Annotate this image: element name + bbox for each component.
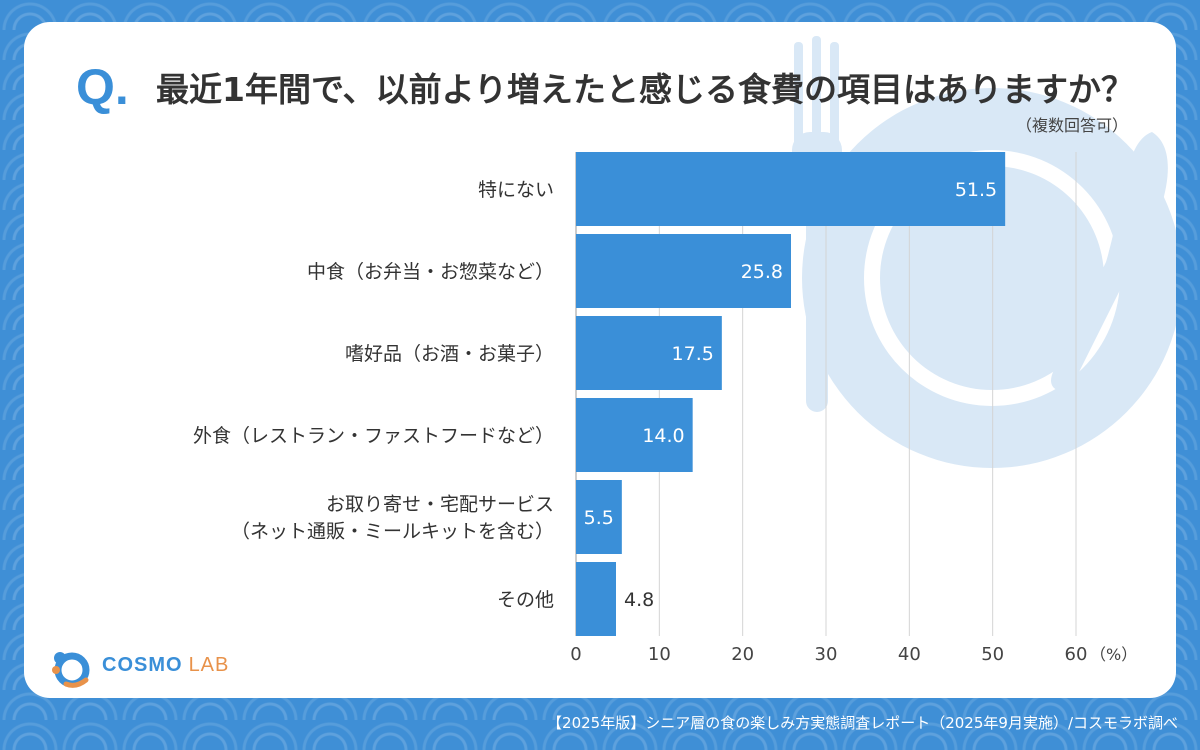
category-label: 中食（お弁当・お惣菜など） xyxy=(307,261,554,283)
x-tick-label: 10 xyxy=(648,644,671,665)
category-label: 嗜好品（お酒・お菓子） xyxy=(345,343,554,365)
category-label: （ネット通販・ミールキットを含む） xyxy=(231,521,554,543)
logo-sub: LAB xyxy=(188,654,230,676)
x-tick-label: 60 xyxy=(1065,644,1088,665)
data-label: 51.5 xyxy=(955,179,997,201)
multiple-answer-note: （複数回答可） xyxy=(1015,116,1128,135)
logo-name: COSMO xyxy=(102,654,183,676)
data-label: 14.0 xyxy=(642,425,684,447)
bar xyxy=(576,234,791,308)
source-footer: 【2025年版】シニア層の食の楽しみ方実態調査レポート（2025年9月実施）/コ… xyxy=(547,714,1178,732)
bar xyxy=(576,480,622,554)
question-mark-label: Q. xyxy=(76,59,129,115)
logo-icon xyxy=(52,652,90,688)
data-label: 25.8 xyxy=(741,261,783,283)
bar xyxy=(576,562,616,636)
x-tick-label: 40 xyxy=(898,644,921,665)
cosmo-lab-logo: COSMO LAB xyxy=(46,644,246,688)
x-tick-label: 20 xyxy=(731,644,754,665)
data-label: 5.5 xyxy=(584,507,614,529)
category-label: 特にない xyxy=(478,179,554,201)
horizontal-bar-chart: 0 10 20 30 40 50 60 （%） 51.5 特にない 25.8 中食（お弁当・お惣菜など… xyxy=(193,152,1137,665)
data-label: 17.5 xyxy=(672,343,714,365)
data-label: 4.8 xyxy=(624,589,654,611)
x-tick-label: 30 xyxy=(815,644,838,665)
question-title: 最近1年間で、以前より増えたと感じる食費の項目はありますか？ xyxy=(156,70,1134,109)
category-label: 外食（レストラン・ファストフードなど） xyxy=(193,425,554,447)
x-tick-label: 0 xyxy=(570,644,581,665)
bar xyxy=(576,316,722,390)
x-axis-unit: （%） xyxy=(1090,645,1137,664)
x-tick-label: 50 xyxy=(981,644,1004,665)
chart-card: Q. 最近1年間で、以前より増えたと感じる食費の項目はありますか？ （複数回答可… xyxy=(24,22,1176,698)
bar xyxy=(576,398,693,472)
category-label: お取り寄せ・宅配サービス xyxy=(326,494,554,516)
category-label: その他 xyxy=(497,589,554,611)
bar xyxy=(576,152,1006,226)
